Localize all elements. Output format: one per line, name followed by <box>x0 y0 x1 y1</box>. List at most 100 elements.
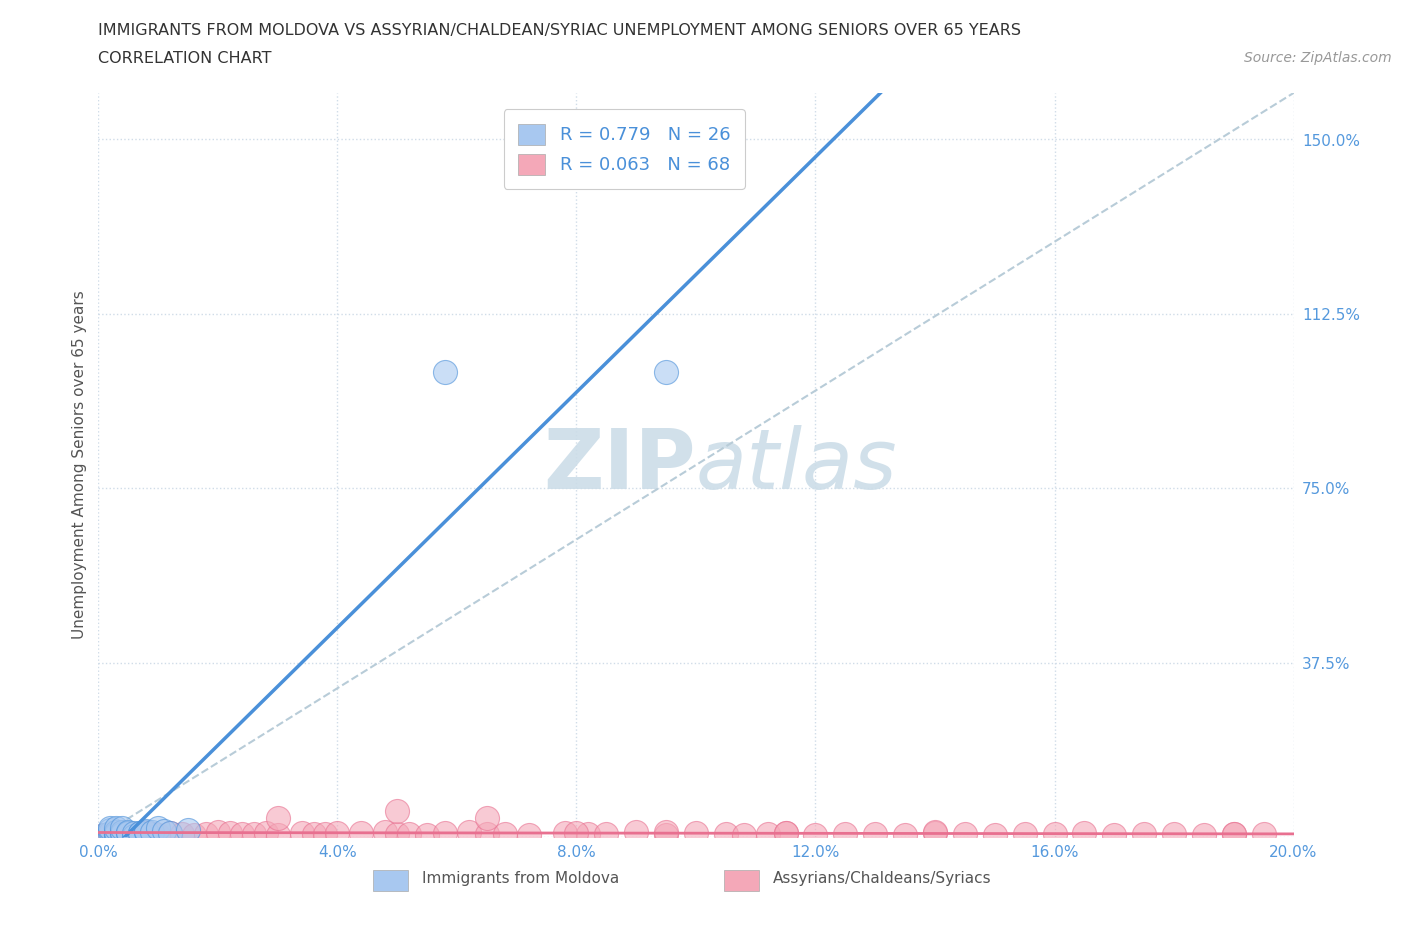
Point <box>385 804 409 819</box>
Point <box>1253 827 1275 842</box>
Point <box>291 826 314 841</box>
Point <box>159 826 181 841</box>
Point <box>243 827 266 842</box>
Point <box>105 828 128 843</box>
Point <box>93 828 115 843</box>
Point <box>434 365 457 379</box>
Point <box>733 828 755 843</box>
Point <box>655 365 678 379</box>
Point <box>207 825 229 840</box>
Point <box>105 825 128 840</box>
Point <box>148 828 170 843</box>
Text: ZIP: ZIP <box>544 424 696 506</box>
Point <box>554 826 576 841</box>
Point <box>565 826 588 841</box>
Point <box>315 827 337 842</box>
Point <box>183 828 205 843</box>
Text: Assyrians/Chaldeans/Syriacs: Assyrians/Chaldeans/Syriacs <box>773 871 991 886</box>
Text: IMMIGRANTS FROM MOLDOVA VS ASSYRIAN/CHALDEAN/SYRIAC UNEMPLOYMENT AMONG SENIORS O: IMMIGRANTS FROM MOLDOVA VS ASSYRIAN/CHAL… <box>98 23 1021 38</box>
Point <box>267 828 290 843</box>
Point <box>458 825 481 840</box>
Point <box>98 820 122 835</box>
Text: Source: ZipAtlas.com: Source: ZipAtlas.com <box>1244 51 1392 65</box>
Point <box>111 828 134 843</box>
Point <box>159 826 181 841</box>
Point <box>685 826 707 841</box>
Point <box>124 827 146 842</box>
Point <box>924 825 946 840</box>
Point <box>219 826 242 841</box>
Point <box>1133 827 1156 842</box>
Point <box>756 827 779 842</box>
Point <box>177 823 200 838</box>
Point <box>1223 827 1246 842</box>
Point <box>129 827 152 842</box>
Point <box>374 825 396 840</box>
Point <box>804 828 827 843</box>
Point <box>517 828 540 843</box>
Point <box>195 827 218 842</box>
Point <box>1104 828 1126 843</box>
Point <box>475 827 498 842</box>
Point <box>1014 827 1036 842</box>
Point <box>834 827 856 842</box>
Point <box>302 827 325 842</box>
Point <box>775 826 797 841</box>
Point <box>135 826 157 841</box>
Point <box>326 826 349 841</box>
Point <box>172 827 194 842</box>
Y-axis label: Unemployment Among Seniors over 65 years: Unemployment Among Seniors over 65 years <box>72 291 87 640</box>
Point <box>1043 827 1066 842</box>
Point <box>924 826 946 841</box>
Legend: R = 0.779   N = 26, R = 0.063   N = 68: R = 0.779 N = 26, R = 0.063 N = 68 <box>503 110 745 189</box>
Point <box>93 828 115 843</box>
Point <box>1192 828 1215 843</box>
Point <box>124 826 146 841</box>
Point <box>953 827 976 842</box>
Point <box>894 828 917 843</box>
Point <box>117 825 139 840</box>
Point <box>1223 827 1246 842</box>
Point <box>98 828 122 843</box>
Point <box>578 827 600 842</box>
Point <box>129 826 152 841</box>
Text: Immigrants from Moldova: Immigrants from Moldova <box>422 871 619 886</box>
Point <box>1073 826 1095 841</box>
Point <box>865 827 887 842</box>
Point <box>655 825 678 840</box>
Point <box>135 825 157 840</box>
Point <box>984 828 1007 843</box>
Point <box>626 825 648 840</box>
Point <box>98 823 122 838</box>
Point <box>135 824 157 839</box>
Text: atlas: atlas <box>696 424 897 506</box>
Point <box>124 829 146 844</box>
Point <box>111 820 134 835</box>
Point <box>129 826 152 841</box>
Point <box>267 811 290 826</box>
Point <box>475 811 498 826</box>
Point <box>105 827 128 842</box>
Point <box>595 827 617 842</box>
Point <box>111 825 134 840</box>
Point <box>1163 827 1185 842</box>
Point <box>350 826 373 841</box>
Point <box>385 827 409 842</box>
Point <box>117 826 139 841</box>
Point <box>254 826 277 841</box>
Point <box>153 824 176 839</box>
Point <box>117 826 139 841</box>
Point <box>105 820 128 835</box>
Point <box>105 827 128 842</box>
Point <box>141 827 163 842</box>
Point <box>775 826 797 841</box>
Point <box>98 826 122 841</box>
Point <box>494 827 516 842</box>
Point <box>416 828 439 843</box>
Point <box>148 820 170 835</box>
Point <box>655 828 678 843</box>
Point <box>714 827 737 842</box>
Point <box>398 827 420 842</box>
Point <box>434 826 457 841</box>
Point <box>111 827 134 842</box>
